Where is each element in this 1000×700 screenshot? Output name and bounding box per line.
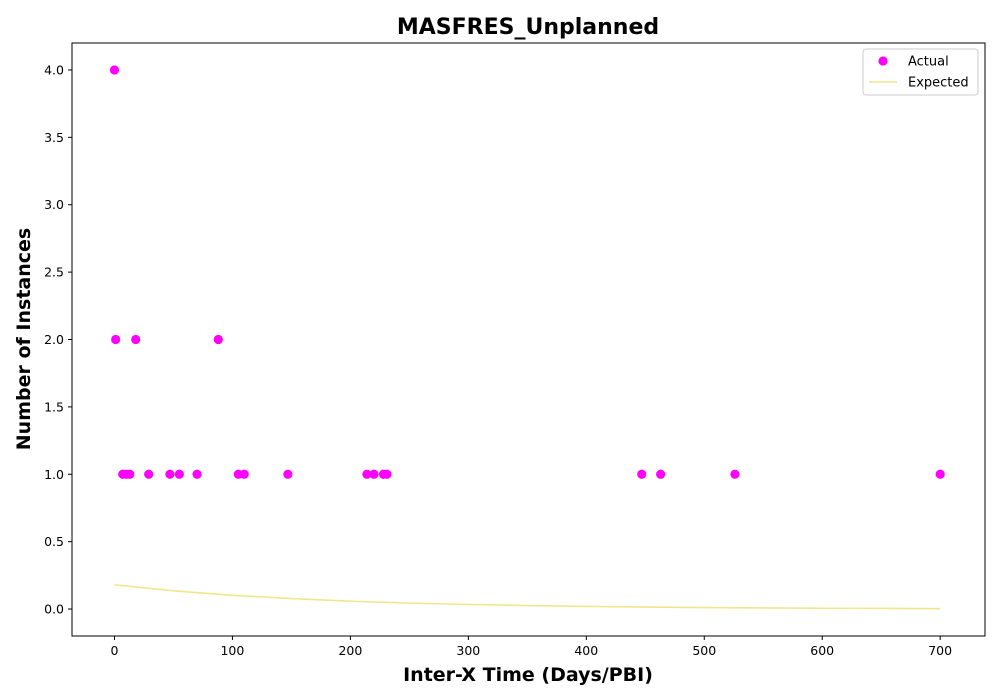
x-tick-label-2: 200 <box>338 643 362 658</box>
expected-line <box>114 583 941 610</box>
actual-point-9 <box>192 469 202 479</box>
y-tick-label-6: 3.0 <box>44 197 64 212</box>
legend-label-1: Expected <box>908 76 969 91</box>
actual-point-5 <box>131 334 141 345</box>
actual-point-10 <box>213 334 223 345</box>
legend: Actual Expected <box>862 48 979 96</box>
actual-point-20 <box>730 469 740 479</box>
actual-point-6 <box>144 469 154 479</box>
actual-point-4 <box>125 469 135 479</box>
y-tick-label-7: 3.5 <box>44 130 64 145</box>
legend-label-0: Actual <box>908 55 949 70</box>
y-tick-label-5: 2.5 <box>44 265 64 280</box>
y-axis-title: Number of Instances <box>13 228 35 450</box>
y-tick-label-8: 4.0 <box>44 62 64 77</box>
legend-box <box>862 48 979 96</box>
y-tick-label-2: 1.0 <box>44 467 64 482</box>
actual-point-17 <box>382 469 392 479</box>
y-tick-label-4: 2.0 <box>44 332 64 347</box>
actual-point-21 <box>935 469 945 479</box>
actual-point-14 <box>362 469 372 479</box>
legend-marker-actual <box>878 56 888 66</box>
actual-point-15 <box>369 469 379 479</box>
x-tick-label-3: 300 <box>456 643 480 658</box>
actual-point-8 <box>174 469 184 479</box>
x-tick-label-1: 100 <box>220 643 244 658</box>
y-tick-label-0: 0.0 <box>44 602 64 617</box>
x-tick-label-5: 500 <box>692 643 716 658</box>
actual-point-18 <box>637 469 647 479</box>
actual-point-13 <box>283 469 293 479</box>
actual-point-7 <box>165 469 175 479</box>
actual-point-1 <box>111 334 121 345</box>
actual-point-12 <box>239 469 249 479</box>
x-tick-label-0: 0 <box>110 643 118 658</box>
actual-point-19 <box>656 469 666 479</box>
y-tick-label-1: 0.5 <box>44 534 64 549</box>
actual-point-0 <box>109 65 120 75</box>
y-tick-label-3: 1.5 <box>44 399 64 414</box>
x-tick-label-7: 700 <box>928 643 952 658</box>
x-tick-label-6: 600 <box>810 643 834 658</box>
x-axis: 0 100 200 300 400 500 600 700 <box>110 636 952 658</box>
x-tick-label-4: 400 <box>574 643 598 658</box>
x-axis-title: Inter-X Time (Days/PBI) <box>403 664 653 686</box>
y-axis: 0.0 0.5 1.0 1.5 2.0 2.5 3.0 3.5 4.0 <box>44 62 72 617</box>
chart-title: MASFRES_Unplanned <box>397 15 659 40</box>
